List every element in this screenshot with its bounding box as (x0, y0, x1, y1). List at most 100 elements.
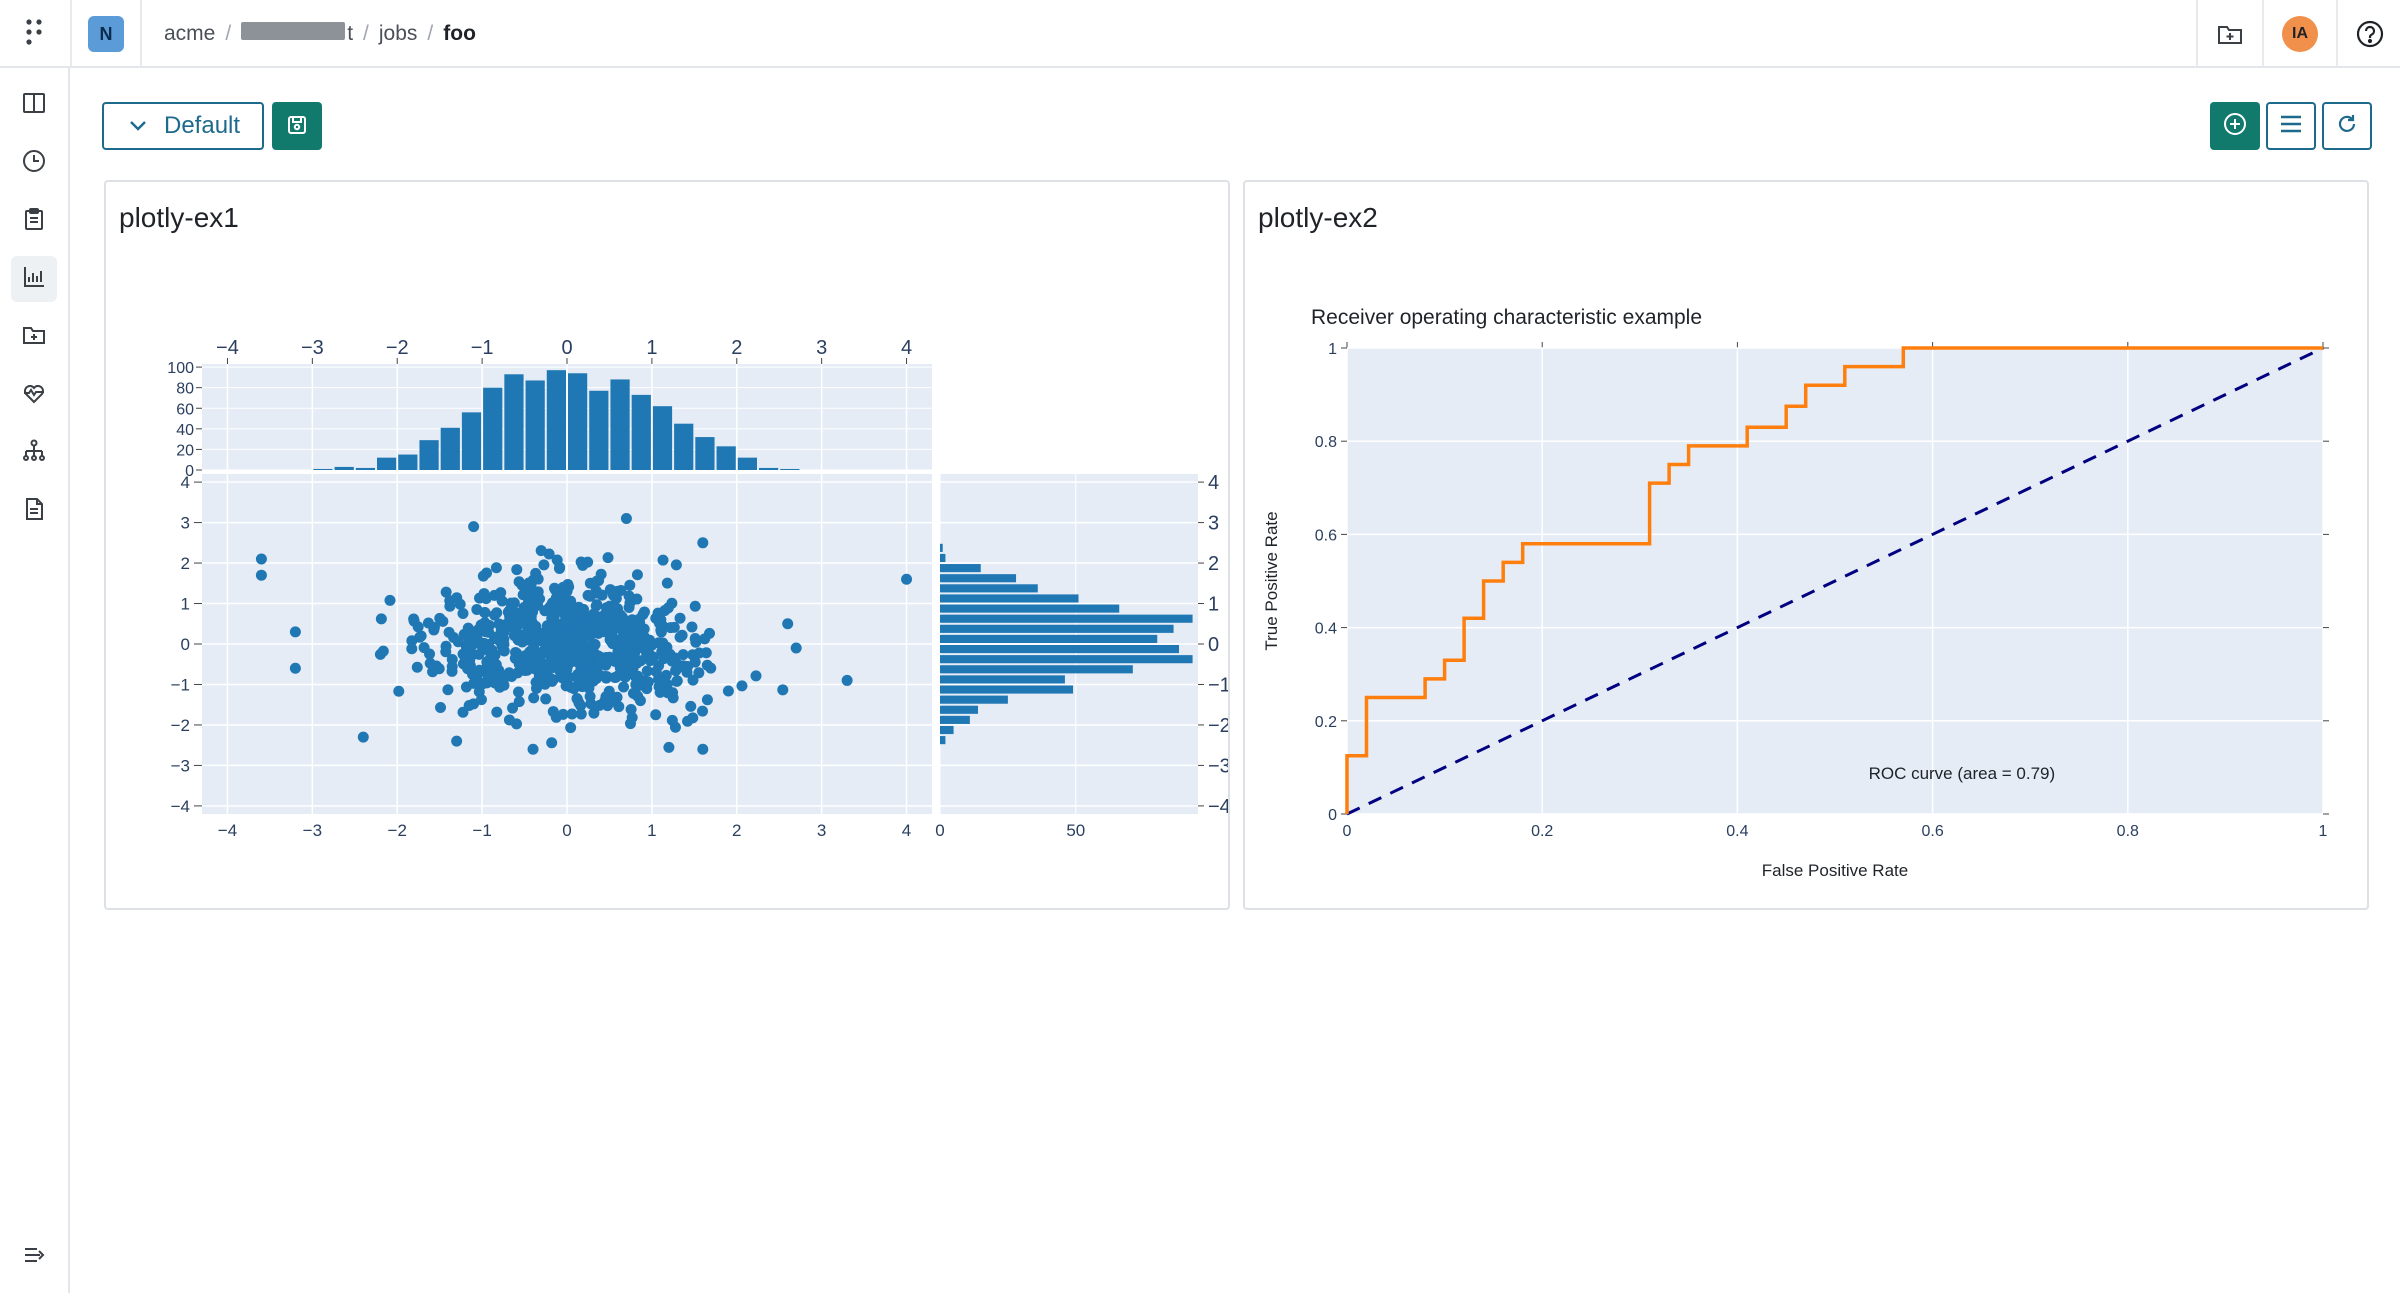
document-icon (21, 496, 47, 527)
view-select-label: Default (164, 112, 241, 139)
histogram-bar (940, 715, 970, 724)
scatter-point (603, 608, 615, 620)
y-tick-label: 3 (181, 514, 190, 533)
y-tick-label: 0 (185, 463, 194, 480)
breadcrumb-section[interactable]: jobs (378, 22, 418, 45)
scatter-point (255, 553, 267, 565)
scatter-point (697, 743, 709, 755)
add-panel-button[interactable] (2210, 102, 2260, 150)
roc-chart[interactable]: Receiver operating characteristic exampl… (1245, 182, 2367, 908)
redacted-text (241, 22, 346, 40)
scatter-point (557, 599, 569, 611)
scatter-point (513, 696, 525, 708)
scatter-point (440, 586, 452, 598)
avatar[interactable]: IA (2282, 16, 2318, 52)
new-folder-icon[interactable] (2210, 14, 2250, 54)
sidebar-item-hierarchy[interactable] (11, 430, 57, 476)
scatter-point (440, 646, 452, 658)
refresh-button[interactable] (2322, 102, 2372, 150)
breadcrumb-separator: / (225, 22, 232, 45)
scatter-point (662, 687, 674, 699)
scatter-point (611, 691, 623, 703)
scatter-point (584, 590, 596, 602)
scatter-point (582, 623, 594, 635)
scatter-point (491, 706, 503, 718)
sidebar-item-reports[interactable] (11, 488, 57, 534)
scatter-point (663, 741, 675, 753)
histogram-bar (758, 467, 779, 470)
scatter-point (496, 595, 508, 607)
scatter-marginal-chart[interactable]: −4 −4 −3 −3 −2 −2 −1 −1 0 0 1 1 2 2 3 3 4 4 −4 −4 −3 −3 −2 −2 −1… (106, 182, 1228, 908)
scatter-point (532, 590, 544, 602)
scatter-point (686, 621, 698, 633)
scatter-point (537, 671, 549, 683)
scatter-point (628, 630, 640, 642)
sidebar-item-monitoring[interactable] (11, 372, 57, 418)
sidebar-expand-button[interactable] (11, 1234, 57, 1280)
save-view-button[interactable] (272, 102, 322, 150)
histogram-bar (940, 705, 979, 714)
breadcrumb-project[interactable]: t (241, 22, 353, 46)
scatter-point (452, 636, 464, 648)
scatter-point (670, 559, 682, 571)
scatter-point (527, 743, 539, 755)
scatter-point (489, 677, 501, 689)
scatter-point (545, 673, 557, 685)
scatter-point (546, 612, 558, 624)
scatter-point (357, 731, 369, 743)
sidebar-item-tasks[interactable] (11, 198, 57, 244)
scatter-point (591, 668, 603, 680)
scatter-point (490, 562, 502, 574)
scatter-point (526, 657, 538, 669)
sidebar-item-layout[interactable] (11, 82, 57, 128)
scatter-point (608, 589, 620, 601)
sidebar-item-artifacts[interactable] (11, 314, 57, 360)
scatter-point (624, 579, 636, 591)
y-tick-label: −1 (171, 675, 190, 694)
list-view-button[interactable] (2266, 102, 2316, 150)
scatter-point (393, 685, 405, 697)
histogram-bar (419, 440, 439, 470)
histogram-bar (940, 665, 1133, 674)
folder-plus-icon (21, 322, 47, 353)
refresh-icon (2335, 112, 2359, 141)
scatter-point (602, 690, 614, 702)
y-tick-label: 80 (176, 381, 194, 398)
histogram-bar (737, 457, 757, 470)
chart-panel: plotly-ex2 Receiver operating characteri… (1243, 180, 2369, 910)
histogram-bar (334, 466, 354, 470)
histogram-bar (568, 373, 588, 470)
histogram-bar (355, 467, 376, 470)
histogram-bar (674, 423, 694, 470)
view-select-dropdown[interactable]: Default (102, 102, 264, 150)
scatter-point (602, 552, 614, 564)
scatter-point (575, 708, 587, 720)
help-icon[interactable] (2350, 14, 2390, 54)
scatter-point (490, 659, 502, 671)
x-tick-label: −1 (472, 821, 491, 840)
scatter-point (573, 697, 585, 709)
sidebar-item-history[interactable] (11, 140, 57, 186)
x-tick-label: 0 (562, 821, 571, 840)
sidebar-item-charts[interactable] (11, 256, 57, 302)
scatter-point (665, 622, 677, 634)
app-menu-icon[interactable] (16, 14, 52, 50)
scatter-point (623, 590, 635, 602)
panel-title: plotly-ex2 (1258, 202, 1378, 233)
scatter-point (673, 661, 685, 673)
scatter-point (613, 610, 625, 622)
org-badge[interactable]: N (88, 16, 124, 52)
scatter-point (503, 714, 515, 726)
breadcrumb-org[interactable]: acme (164, 22, 216, 45)
scatter-point (532, 599, 544, 611)
scatter-point (473, 664, 485, 676)
scatter-point (535, 545, 547, 557)
scatter-point (444, 600, 456, 612)
scatter-point (701, 694, 713, 706)
scatter-point (566, 708, 578, 720)
scatter-point (790, 642, 802, 654)
scatter-point (481, 656, 493, 668)
scatter-point (377, 645, 389, 657)
scatter-point (406, 635, 418, 647)
scatter-point (495, 587, 507, 599)
